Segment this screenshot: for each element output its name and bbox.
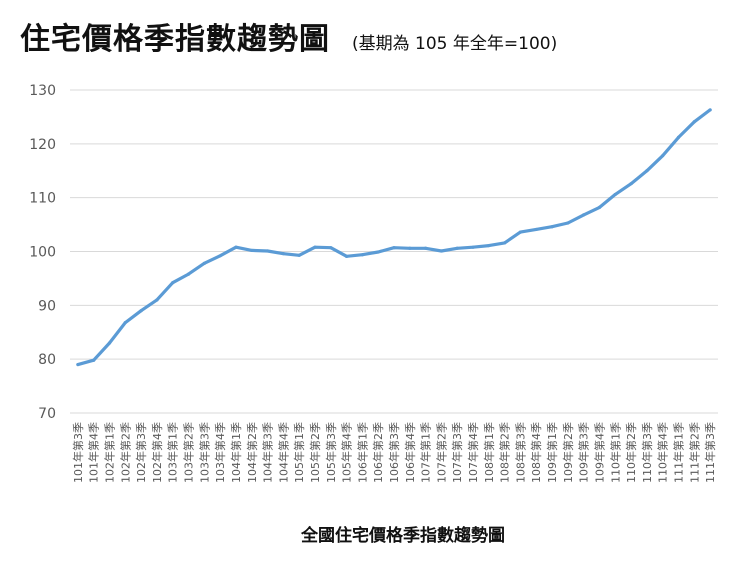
x-tick-label: 103年第2季 bbox=[182, 422, 196, 483]
data-point bbox=[123, 320, 127, 325]
x-tick-label: 103年第4季 bbox=[213, 422, 227, 483]
grid-lines bbox=[70, 89, 718, 414]
data-point bbox=[645, 169, 649, 173]
x-tick-label: 102年第1季 bbox=[103, 422, 117, 483]
data-point bbox=[471, 245, 475, 249]
x-tick-label: 108年第3季 bbox=[513, 422, 527, 483]
data-point bbox=[234, 245, 238, 249]
x-tick-label: 106年第1季 bbox=[355, 422, 369, 483]
x-tick-label: 110年第3季 bbox=[640, 422, 654, 483]
series-line bbox=[76, 108, 712, 367]
data-point bbox=[408, 246, 412, 250]
x-tick-label: 108年第2季 bbox=[498, 422, 512, 483]
x-tick-label: 105年第1季 bbox=[292, 422, 306, 483]
y-tick-label: 90 bbox=[38, 298, 56, 314]
x-tick-label: 104年第3季 bbox=[261, 422, 275, 483]
x-tick-label: 108年第4季 bbox=[529, 422, 543, 483]
data-point bbox=[265, 249, 270, 253]
x-tick-label: 102年第3季 bbox=[134, 422, 148, 483]
x-tick-label: 104年第4季 bbox=[276, 422, 290, 483]
x-tick-label: 105年第3季 bbox=[324, 422, 338, 483]
x-tick-label: 111年第2季 bbox=[687, 422, 701, 483]
x-tick-label: 105年第2季 bbox=[308, 422, 322, 483]
data-point bbox=[534, 227, 538, 232]
data-point bbox=[566, 221, 570, 225]
x-tick-label: 101年第3季 bbox=[71, 422, 85, 483]
x-tick-label: 108年第1季 bbox=[482, 422, 496, 483]
data-point bbox=[503, 241, 507, 245]
x-tick-label: 107年第1季 bbox=[419, 422, 433, 483]
data-point bbox=[487, 243, 491, 248]
data-point bbox=[629, 182, 633, 186]
data-point bbox=[376, 250, 380, 254]
x-tick-label: 104年第1季 bbox=[229, 422, 243, 483]
data-point bbox=[550, 225, 554, 229]
data-point bbox=[439, 249, 444, 253]
data-point bbox=[202, 261, 206, 265]
chart-title: 全國住宅價格季指數趨勢圖 bbox=[300, 525, 505, 546]
x-tick-label: 102年第4季 bbox=[150, 422, 164, 483]
data-point bbox=[518, 230, 523, 234]
data-point bbox=[281, 252, 285, 256]
data-point bbox=[139, 309, 143, 313]
data-point bbox=[313, 245, 317, 249]
x-tick-label: 107年第2季 bbox=[434, 422, 448, 483]
x-tick-label: 110年第1季 bbox=[608, 422, 622, 483]
x-tick-label: 104年第2季 bbox=[245, 422, 259, 483]
x-tick-label: 109年第1季 bbox=[545, 422, 559, 483]
y-tick-label: 120 bbox=[29, 137, 56, 153]
data-point bbox=[186, 272, 191, 276]
data-point bbox=[424, 246, 428, 250]
x-tick-label: 111年第3季 bbox=[703, 422, 717, 483]
x-tick-label: 106年第4季 bbox=[403, 422, 417, 483]
x-tick-label: 105年第4季 bbox=[340, 422, 354, 483]
y-tick-label: 70 bbox=[38, 406, 56, 422]
data-point bbox=[676, 135, 681, 139]
data-point bbox=[107, 341, 112, 345]
data-point bbox=[708, 108, 712, 112]
data-point bbox=[392, 246, 396, 250]
x-axis-ticks: 101年第3季 101年第4季 102年第1季 102年第2季 102年第3季 102年第… bbox=[71, 422, 717, 483]
x-tick-label: 111年第1季 bbox=[671, 422, 685, 483]
x-tick-label: 103年第1季 bbox=[166, 422, 180, 483]
data-point bbox=[297, 253, 301, 257]
x-tick-label: 101年第4季 bbox=[87, 422, 101, 483]
page-subtitle: (基期為 105 年全年=100) bbox=[352, 34, 558, 54]
y-tick-label: 100 bbox=[29, 245, 56, 261]
x-tick-label: 109年第2季 bbox=[561, 422, 575, 483]
x-tick-label: 109年第4季 bbox=[592, 422, 606, 483]
data-point bbox=[250, 248, 254, 253]
x-tick-label: 106年第3季 bbox=[387, 422, 401, 483]
x-tick-label: 106年第2季 bbox=[371, 422, 385, 483]
page-title: 住宅價格季指數趨勢圖 bbox=[20, 22, 330, 57]
data-point bbox=[76, 362, 80, 367]
data-point bbox=[661, 154, 665, 158]
y-tick-label: 80 bbox=[38, 352, 56, 368]
x-tick-label: 103年第3季 bbox=[197, 422, 211, 483]
y-axis-ticks: 70 80 90 100 110 120 130 bbox=[29, 83, 56, 422]
x-tick-label: 109年第3季 bbox=[577, 422, 591, 483]
data-point bbox=[455, 246, 459, 250]
data-point bbox=[597, 205, 602, 209]
data-point bbox=[155, 298, 159, 302]
data-point bbox=[344, 254, 349, 258]
data-point bbox=[582, 213, 586, 217]
x-tick-label: 110年第2季 bbox=[624, 422, 638, 483]
header: 住宅價格季指數趨勢圖 (基期為 105 年全年=100) bbox=[20, 14, 557, 58]
x-tick-label: 107年第4季 bbox=[466, 422, 480, 483]
y-tick-label: 130 bbox=[29, 83, 56, 99]
data-point bbox=[171, 281, 175, 285]
data-point bbox=[218, 254, 222, 258]
data-point bbox=[613, 192, 617, 197]
x-tick-label: 110年第4季 bbox=[656, 422, 670, 483]
series-layer bbox=[76, 108, 712, 367]
data-point bbox=[360, 253, 364, 257]
x-tick-label: 102年第2季 bbox=[118, 422, 132, 483]
data-point bbox=[92, 358, 96, 362]
data-point bbox=[692, 120, 696, 124]
data-point bbox=[329, 246, 333, 250]
x-tick-label: 107年第3季 bbox=[450, 422, 464, 483]
y-tick-label: 110 bbox=[29, 191, 56, 207]
